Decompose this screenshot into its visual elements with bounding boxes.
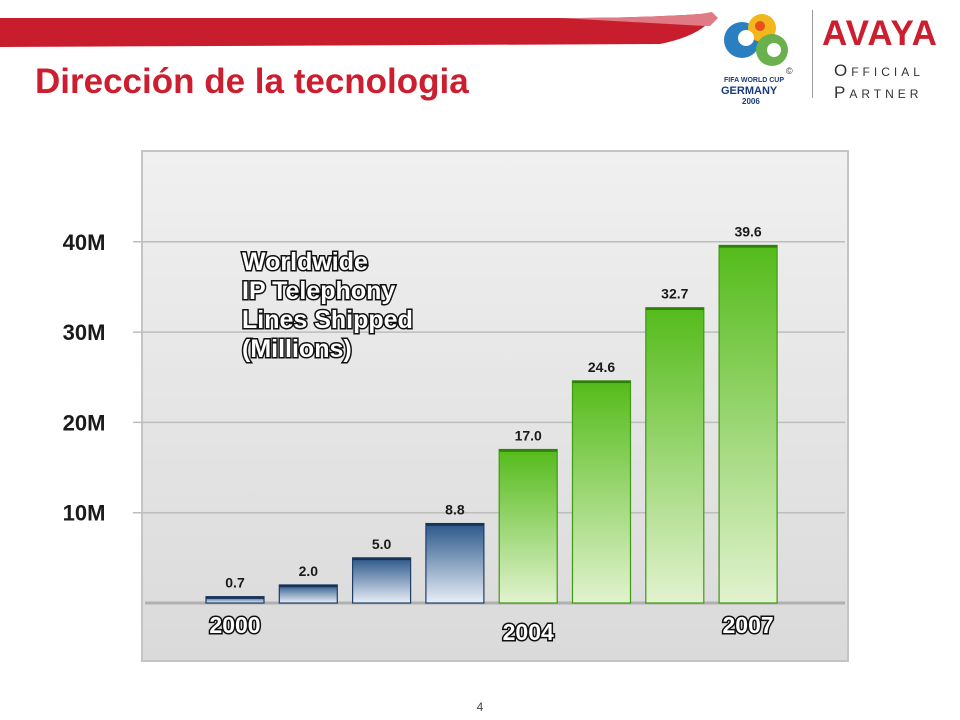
- logo-divider: [812, 10, 813, 98]
- chart-title-line: Worldwide: [242, 248, 368, 276]
- value-label-2007: 39.6: [734, 223, 761, 239]
- bar-2003: [425, 522, 485, 604]
- bar-2007: [718, 244, 778, 604]
- world-cup-logo-line1: FIFA WORLD CUP: [724, 77, 784, 84]
- x-tick-label-2007: 2007: [723, 612, 774, 638]
- world-cup-logo: © FIFA WORLD CUP GERMANY 2006: [721, 14, 793, 106]
- official-partner-label: Official Partner: [834, 60, 924, 104]
- bar-2005: [571, 380, 632, 604]
- world-cup-logo-line3: 2006: [742, 97, 760, 106]
- bar-2001: [278, 584, 338, 604]
- value-label-2005: 24.6: [588, 359, 615, 375]
- chart-title-line: Lines Shipped: [242, 306, 413, 334]
- avaya-logo: AVAYA: [822, 14, 938, 53]
- y-tick-label: 30M: [63, 320, 106, 345]
- chart-title-line: IP Telephony: [242, 277, 395, 305]
- bar-2002: [352, 557, 412, 604]
- x-tick-label-2000: 2000: [209, 612, 260, 638]
- y-tick-label: 20M: [63, 410, 106, 435]
- bar-2004: [498, 448, 558, 604]
- value-label-2001: 2.0: [299, 563, 319, 579]
- svg-text:©: ©: [786, 66, 793, 76]
- partner-label-line1: Official: [834, 61, 924, 80]
- value-label-2006: 32.7: [661, 286, 688, 302]
- value-label-2003: 8.8: [445, 502, 465, 518]
- bar-2006: [645, 307, 705, 604]
- x-tick-label-2004: 2004: [503, 619, 554, 645]
- page-number: 4: [476, 700, 484, 714]
- chart-title-line: (Millions): [242, 335, 352, 363]
- y-tick-label: 40M: [63, 230, 106, 255]
- value-label-2002: 5.0: [372, 536, 392, 552]
- value-label-2004: 17.0: [515, 427, 542, 443]
- world-cup-logo-line2: GERMANY: [721, 85, 778, 97]
- slide-title: Dirección de la tecnologia: [35, 62, 469, 101]
- header-band: [0, 0, 720, 50]
- value-label-2000: 0.7: [225, 575, 245, 591]
- y-tick-label: 10M: [63, 501, 106, 526]
- partner-label-line2: Partner: [834, 83, 923, 102]
- chart-title: Worldwide IP Telephony Lines Shipped (Milli…: [242, 248, 413, 363]
